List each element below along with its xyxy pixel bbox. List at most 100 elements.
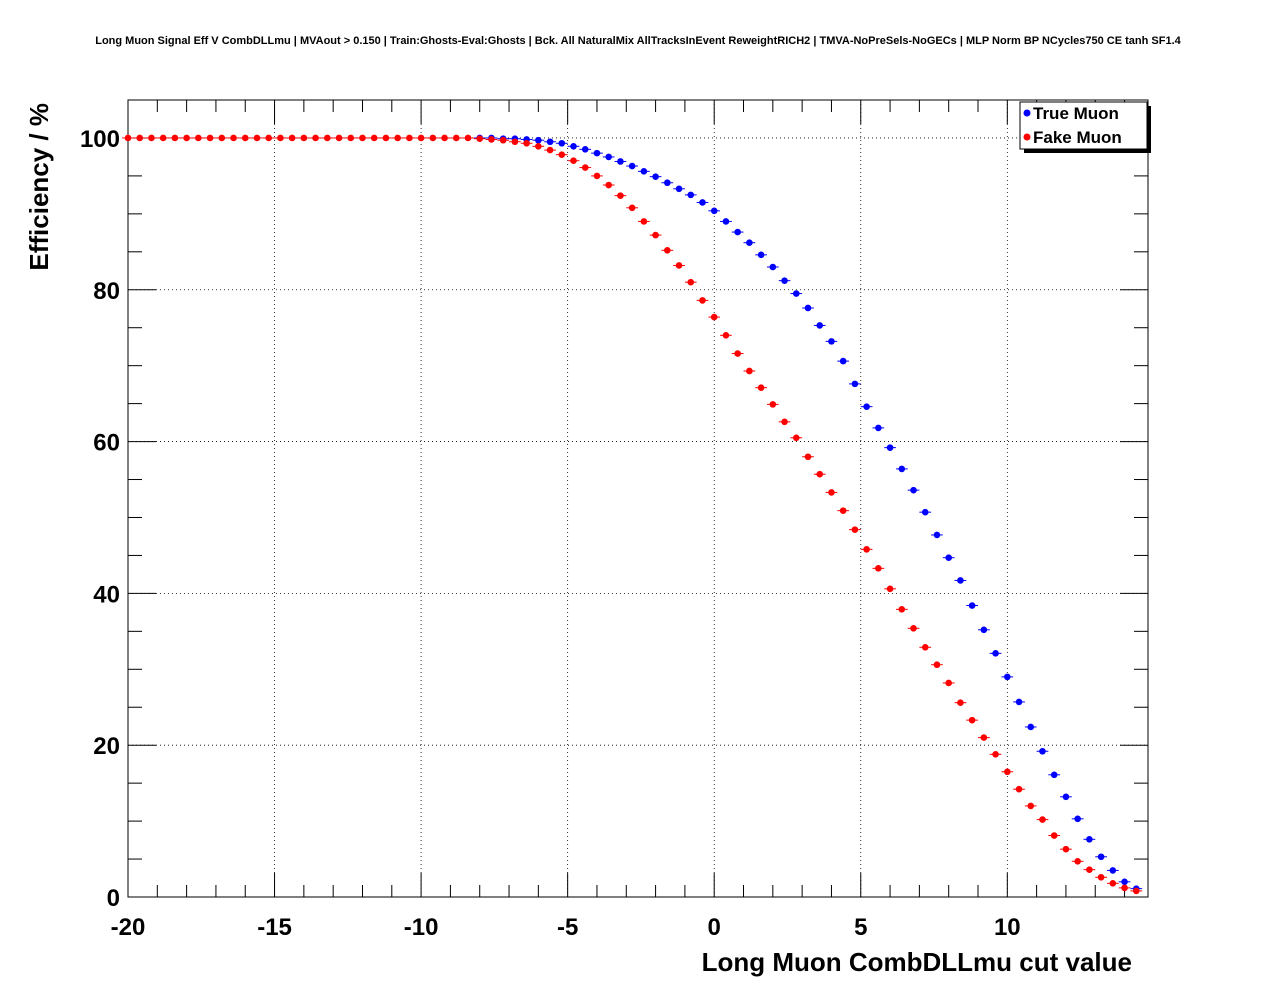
data-point [980,626,988,634]
data-point [1062,845,1070,853]
data-point [699,199,706,206]
data-point [957,577,964,584]
data-point [617,158,624,165]
data-point [581,146,589,153]
data-point [300,134,308,142]
data-point [206,134,214,142]
data-point [910,624,917,632]
data-point [136,134,144,142]
data-point [1027,723,1035,731]
data-point [523,139,530,147]
data-point [921,643,929,651]
chart-title: Long Muon Signal Eff V CombDLLmu | MVAou… [95,35,1181,47]
data-point [347,134,355,142]
data-point [968,716,976,724]
y-tick-label: 0 [107,885,120,912]
data-point [816,322,824,329]
data-point [370,134,378,142]
data-point [734,350,741,357]
data-point [241,134,249,142]
data-point [757,251,765,259]
data-point [1121,884,1128,892]
data-point [546,146,554,154]
data-point [558,139,566,147]
data-point [570,143,577,150]
data-point [1086,836,1093,843]
data-point [1004,673,1011,681]
data-point [769,401,777,408]
data-point [992,750,999,758]
data-point [277,134,284,142]
series-true-muon [473,134,1143,892]
legend-marker-fake-muon [1023,133,1031,141]
data-point [124,134,132,142]
data-point [992,650,999,657]
data-point [406,134,413,142]
data-point [664,246,671,254]
data-point [851,380,859,388]
data-point [511,138,519,146]
data-point [968,602,976,609]
data-point [171,134,179,142]
y-tick-labels: 0 20 40 60 80 100 [80,126,120,912]
data-point [664,179,671,187]
data-point [605,153,612,161]
data-point [957,699,964,706]
data-point [734,228,741,236]
data-point [781,418,788,426]
data-point [394,134,401,142]
axis-ticks [127,99,1148,898]
data-point [417,134,425,142]
data-point [687,278,695,286]
y-tick-label: 40 [93,581,120,608]
x-tick-label: -5 [557,914,578,941]
data-point [441,134,448,142]
data-point [898,606,906,613]
data-point [886,444,894,451]
data-point [476,135,484,143]
data-point [980,734,988,741]
data-point [1027,802,1035,810]
data-point [699,297,706,304]
data-point [429,134,437,142]
data-point [535,143,542,150]
data-point [570,157,577,165]
data-point [863,403,870,410]
data-point [710,207,718,215]
data-point [359,134,366,142]
data-point [628,162,636,170]
data-point [898,465,906,473]
data-point [792,290,800,297]
y-tick-label: 20 [93,733,120,760]
data-point [828,489,835,496]
data-point [253,134,261,142]
data-point [640,218,648,225]
data-point [828,338,835,345]
data-point [452,134,460,142]
data-point [148,134,155,142]
y-axis-label: Efficiency / % [24,103,54,271]
data-point [230,134,237,142]
legend: True Muon Fake Muon [1019,101,1151,153]
data-point [617,192,624,199]
data-point [945,554,952,562]
data-point [1050,771,1058,779]
data-point [769,263,777,271]
data-point [312,134,319,142]
data-point [933,531,941,539]
data-point [839,357,847,365]
data-point [558,151,566,158]
data-point [781,277,788,284]
data-point [875,565,882,572]
data-point [652,231,659,239]
data-point [851,526,859,533]
x-tick-label: 10 [994,914,1021,941]
y-tick-label: 100 [80,126,120,153]
data-point [652,173,659,180]
data-point [1015,698,1023,706]
data-point [1039,816,1046,823]
data-point [804,304,812,312]
y-tick-label: 80 [93,278,120,305]
x-tick-labels: -20 -15 -10 -5 0 5 10 [111,914,1021,941]
